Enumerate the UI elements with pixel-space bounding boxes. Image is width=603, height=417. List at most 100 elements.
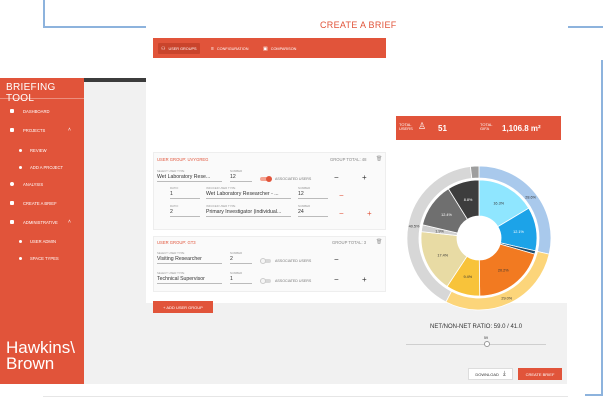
induced-user-type-select[interactable]: Wet Laboratory Researcher - ... bbox=[206, 191, 291, 199]
app-title: BRIEFING TOOL bbox=[6, 82, 56, 104]
wrench-icon bbox=[10, 220, 14, 224]
slider-value: 59 bbox=[484, 336, 488, 340]
field-label: SELECT USER TYPE bbox=[157, 169, 185, 173]
sidebar-item-dashboard[interactable]: DASHBOARD bbox=[0, 105, 84, 117]
ratio-input[interactable]: 1 bbox=[170, 191, 200, 199]
document-icon bbox=[10, 201, 14, 205]
inner-label-0: 16.3% bbox=[493, 202, 504, 206]
tab-comparison[interactable]: ▣ COMPARISON bbox=[263, 45, 297, 52]
area-breakdown-chart: 28.6% 29.0% 40.5% 16.3% 12.1% 20.2% 9.4% 17.4% 1… bbox=[407, 165, 551, 311]
number-input[interactable]: 24 bbox=[298, 209, 328, 217]
user-type-select[interactable]: Visiting Researcher bbox=[157, 256, 222, 264]
plus-button[interactable]: + bbox=[367, 209, 372, 218]
inner-label-5: 17.4% bbox=[437, 254, 448, 258]
tab-configuration[interactable]: ≡ CONFIGURATION bbox=[211, 45, 249, 52]
net-non-net-ratio: NET/NON-NET RATIO: 59.0 / 41.0 bbox=[430, 324, 523, 330]
outer-label-0: 28.6% bbox=[525, 195, 536, 199]
sidebar-item-space-types[interactable]: SPACE TYPES bbox=[0, 252, 84, 264]
field-label: INDUCED USER TYPE bbox=[206, 204, 236, 208]
user-type-select[interactable]: Technical Supervisor bbox=[157, 276, 222, 284]
trash-icon[interactable]: 🗑 bbox=[376, 156, 383, 162]
sidebar-item-review[interactable]: REVIEW bbox=[0, 144, 84, 156]
divider bbox=[0, 98, 84, 99]
home-icon bbox=[19, 256, 22, 260]
ratio-slider-track[interactable] bbox=[406, 344, 546, 345]
user-type-select[interactable]: Wet Laboratory Rese... bbox=[157, 174, 222, 182]
inner-label-1: 12.1% bbox=[513, 230, 524, 234]
user-group-card: USER GROUP: uvygreg GROUP TOTAL: 48 🗑 SE… bbox=[153, 152, 386, 230]
number-input[interactable]: 12 bbox=[298, 191, 328, 199]
group-total: GROUP TOTAL: 48 bbox=[330, 157, 367, 162]
associated-users-label: ASSOCIATED USERS bbox=[275, 177, 312, 181]
sidebar-item-administrative[interactable]: ADMINISTRATIVE ˄ bbox=[0, 216, 84, 228]
total-gifa-value: 1,106.8 m² bbox=[502, 124, 541, 133]
associated-users-toggle[interactable] bbox=[260, 278, 271, 284]
grid-icon bbox=[10, 128, 14, 132]
minus-button[interactable]: − bbox=[334, 275, 339, 284]
plus-icon bbox=[19, 165, 22, 169]
plus-button[interactable]: + bbox=[362, 275, 367, 284]
download-button[interactable]: DOWNLOAD ⤓ bbox=[468, 368, 513, 380]
sidebar-item-label: REVIEW bbox=[30, 147, 47, 153]
sidebar-item-label: ADD A PROJECT bbox=[30, 164, 64, 170]
field-label: RATIO bbox=[170, 186, 179, 190]
field-label: SELECT USER TYPE bbox=[157, 251, 185, 255]
outer-label-1: 29.0% bbox=[501, 296, 512, 300]
user-icon: ♙ bbox=[418, 121, 427, 131]
group-title: USER GROUP: uvygreg bbox=[157, 157, 209, 162]
group-title: USER GROUP: gt3 bbox=[157, 240, 196, 245]
total-users-value: 51 bbox=[438, 124, 447, 133]
inner-label-4: 9.4% bbox=[463, 275, 472, 279]
minus-button[interactable]: − bbox=[339, 209, 344, 218]
associated-users-label: ASSOCIATED USERS bbox=[275, 279, 312, 283]
inner-label-8: 8.8% bbox=[464, 198, 473, 202]
dashboard-icon bbox=[10, 109, 14, 113]
stats-bar: TOTAL USERS ♙ 51 TOTAL GIFA 1,106.8 m² bbox=[396, 116, 561, 140]
tab-bar: ⚇ USER GROUPS ≡ CONFIGURATION ▣ COMPARISON bbox=[153, 38, 386, 58]
sidebar-item-add-project[interactable]: ADD A PROJECT bbox=[0, 161, 84, 173]
tab-user-groups[interactable]: ⚇ USER GROUPS bbox=[158, 43, 200, 54]
associated-users-toggle[interactable] bbox=[260, 176, 272, 182]
trash-icon[interactable]: 🗑 bbox=[376, 239, 383, 245]
users-icon bbox=[19, 239, 22, 243]
minus-button[interactable]: − bbox=[334, 255, 339, 264]
sidebar-item-label: DASHBOARD bbox=[23, 108, 50, 114]
minus-button[interactable]: − bbox=[339, 191, 344, 200]
field-label: NUMBER bbox=[230, 271, 243, 275]
outer-slice-3 bbox=[469, 165, 480, 179]
associated-users-toggle[interactable] bbox=[260, 258, 271, 264]
field-label: RATIO bbox=[170, 204, 179, 208]
sidebar-item-label: SPACE TYPES bbox=[30, 255, 59, 261]
window-frame-right bbox=[585, 60, 603, 396]
field-label: SELECT USER TYPE bbox=[157, 271, 185, 275]
compare-icon: ▣ bbox=[263, 45, 268, 52]
total-users-label: TOTAL USERS bbox=[399, 122, 413, 132]
chevron-up-icon: ˄ bbox=[68, 219, 71, 225]
inner-label-3: 20.2% bbox=[498, 268, 509, 272]
add-user-group-button[interactable]: + ADD USER GROUP bbox=[153, 301, 213, 313]
number-input[interactable]: 12 bbox=[230, 174, 252, 182]
pie-chart-icon bbox=[10, 182, 14, 186]
sidebar-item-analysis[interactable]: ANALYSIS bbox=[0, 178, 84, 190]
group-total: GROUP TOTAL: 3 bbox=[332, 240, 367, 245]
create-brief-button[interactable]: CREATE BRIEF bbox=[518, 368, 562, 380]
inner-label-6: 1.9% bbox=[435, 230, 444, 234]
minus-button[interactable]: − bbox=[334, 173, 339, 182]
number-input[interactable]: 1 bbox=[230, 276, 252, 284]
ratio-input[interactable]: 2 bbox=[170, 209, 200, 217]
sidebar-item-projects[interactable]: PROJECTS ˄ bbox=[0, 124, 84, 136]
plus-button[interactable]: + bbox=[362, 173, 367, 182]
list-icon: ≡ bbox=[211, 45, 214, 52]
search-icon bbox=[19, 148, 22, 152]
inner-label-7: 12.4% bbox=[441, 213, 452, 217]
number-input[interactable]: 2 bbox=[230, 256, 252, 264]
sidebar-item-user-admin[interactable]: USER ADMIN bbox=[0, 235, 84, 247]
ratio-slider-handle[interactable] bbox=[484, 341, 490, 347]
sidebar-item-create-brief[interactable]: CREATE A BRIEF bbox=[0, 197, 84, 209]
sidebar-item-label: USER ADMIN bbox=[30, 238, 57, 244]
field-label: NUMBER bbox=[230, 169, 243, 173]
logo: Hawkins\ Brown bbox=[6, 338, 75, 373]
induced-user-type-select[interactable]: Primary Investigator (individual... bbox=[206, 209, 291, 217]
field-label: NUMBER bbox=[298, 204, 311, 208]
sidebar: BRIEFING TOOL DASHBOARD PROJECTS ˄ REVIEW… bbox=[0, 78, 84, 384]
